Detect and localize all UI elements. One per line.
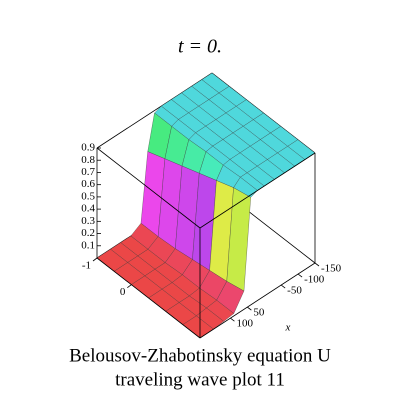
x-axis-label: x <box>285 322 291 334</box>
box-edge <box>199 152 316 229</box>
z-tick-label: 0.3 <box>81 215 95 227</box>
x-tick <box>314 262 320 267</box>
z-tick-label: 0.6 <box>81 178 95 190</box>
box-edge <box>199 262 316 339</box>
z-tick-label: 0.1 <box>81 239 95 251</box>
z-tick-label: 0.5 <box>81 190 95 202</box>
x-tick <box>280 284 286 289</box>
x-tick <box>230 317 235 322</box>
x-tick-label: -100 <box>304 274 325 286</box>
box-edge <box>96 147 201 229</box>
chart-title: t = 0. <box>178 36 222 58</box>
y-tick-label: -1 <box>82 260 91 272</box>
caption: Belousov-Zhabotinsky equation U <box>69 345 331 366</box>
x-tick-label: -150 <box>321 263 342 275</box>
x-tick <box>297 273 303 278</box>
x-tick-label: 50 <box>253 307 265 319</box>
y-tick <box>127 284 132 288</box>
box-edge <box>96 257 201 339</box>
x-tick <box>247 306 252 311</box>
y-tick <box>92 257 98 262</box>
z-tick-label: 0.8 <box>81 154 95 166</box>
z-tick-label: 0.9 <box>81 142 95 154</box>
caption: traveling wave plot 11 <box>115 369 285 390</box>
x-tick-label: 100 <box>236 318 253 330</box>
x-tick-label: -50 <box>287 285 302 297</box>
z-tick-label: 0.2 <box>81 227 95 239</box>
z-tick-label: 0.4 <box>81 203 95 215</box>
y-tick-label: 0 <box>120 286 126 298</box>
z-tick-label: 0.7 <box>81 166 95 178</box>
